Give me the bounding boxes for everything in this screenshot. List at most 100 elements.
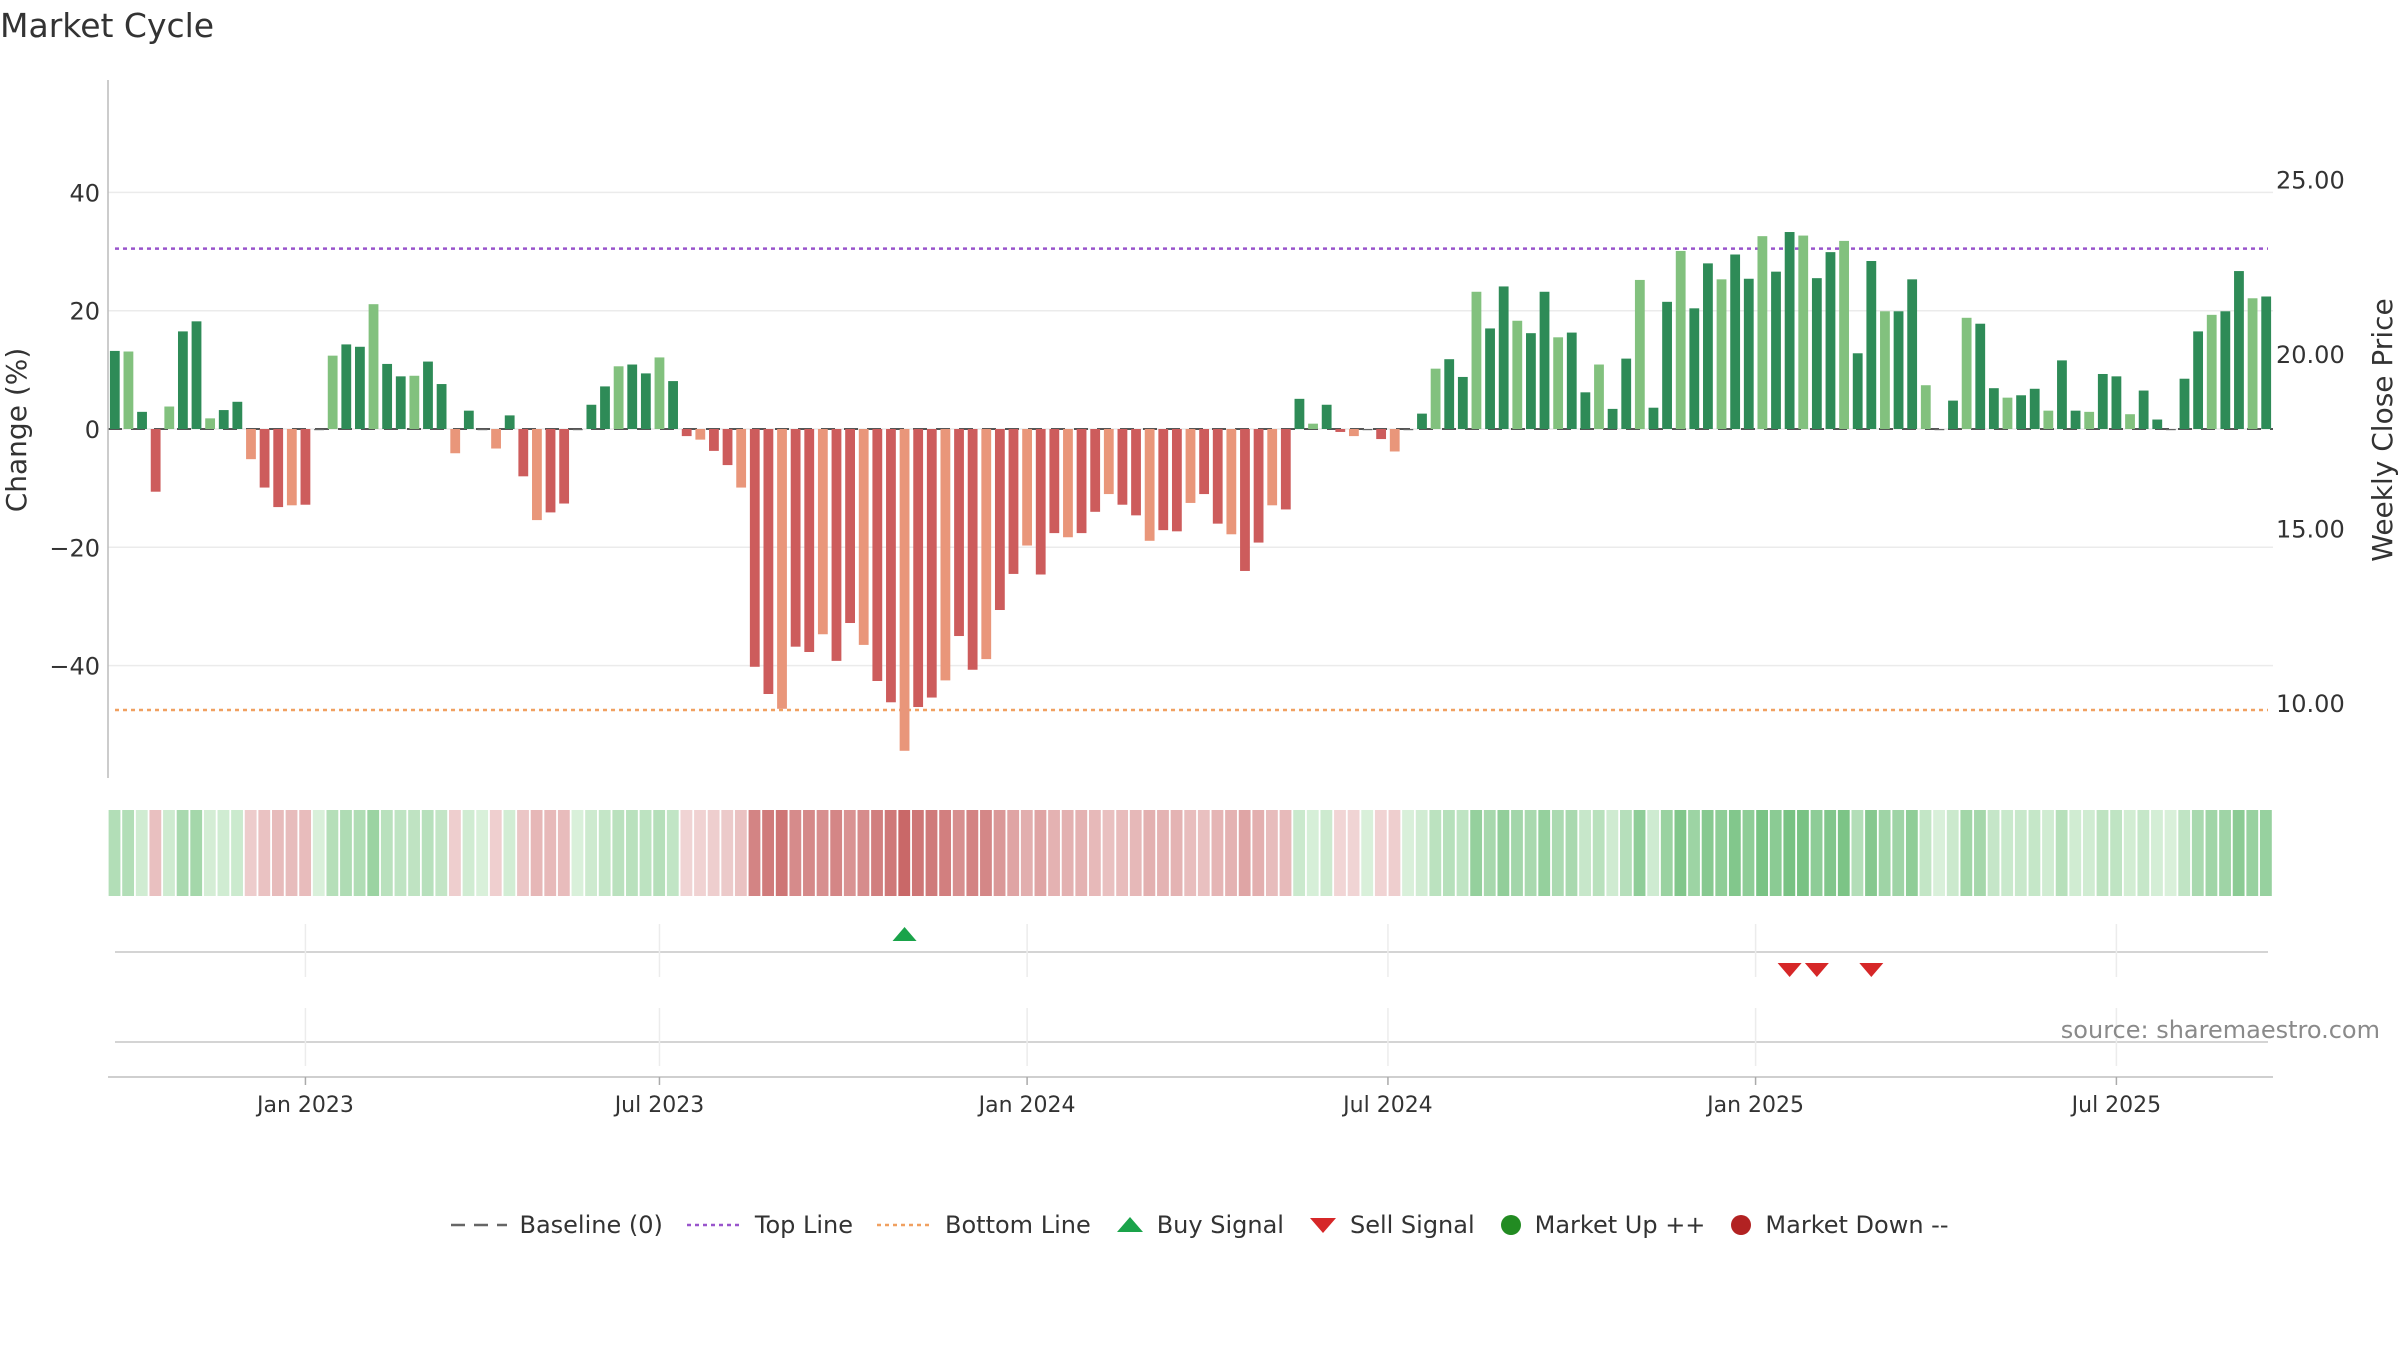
- change-bar: [2152, 419, 2163, 429]
- change-bar: [2165, 429, 2176, 431]
- change-bar: [586, 404, 597, 429]
- legend-label-bottom-line: Bottom Line: [945, 1211, 1091, 1239]
- change-bar: [1934, 429, 1945, 431]
- change-bar: [858, 429, 869, 645]
- change-bar: [1199, 429, 1210, 495]
- change-bar: [709, 429, 719, 451]
- heatmap-cell: [1633, 810, 1646, 896]
- heatmap-cell: [1688, 810, 1700, 896]
- change-bar: [177, 331, 188, 429]
- heatmap-cell: [2232, 810, 2245, 896]
- heatmap-cell: [639, 810, 652, 896]
- change-bar: [1485, 328, 1495, 429]
- change-bar: [845, 429, 855, 624]
- heatmap-cell: [408, 810, 420, 896]
- change-bar: [2179, 378, 2190, 429]
- change-bar: [640, 373, 651, 429]
- heatmap-cell: [2014, 810, 2027, 896]
- change-bar: [2057, 360, 2067, 429]
- heatmap-cell: [1184, 810, 1197, 896]
- legend-item-top-line: Top Line: [686, 1211, 853, 1239]
- market-up-dot-icon: [1500, 1215, 1521, 1235]
- heatmap-cell: [2164, 810, 2177, 896]
- change-bar: [2016, 395, 2026, 429]
- x-tick-label: Jul 2023: [613, 1093, 705, 1118]
- heatmap-cell: [149, 810, 162, 896]
- heatmap-cell: [1061, 810, 1074, 896]
- change-bar: [1798, 235, 1809, 429]
- change-bar: [1689, 308, 1700, 429]
- change-bar: [1457, 376, 1468, 429]
- change-bar: [2070, 410, 2081, 429]
- change-bar: [1308, 423, 1318, 429]
- heatmap-cell: [1742, 810, 1755, 896]
- heatmap-cell: [1157, 810, 1169, 896]
- heatmap-cell: [898, 810, 911, 896]
- buy-signal-marker: [892, 927, 917, 941]
- change-bar: [1580, 392, 1591, 429]
- change-bar: [491, 429, 501, 449]
- change-bar: [2247, 298, 2258, 429]
- heatmap-cell: [1361, 810, 1374, 896]
- change-bar: [1335, 429, 1346, 432]
- change-bar: [1648, 407, 1659, 429]
- change-bar: [2220, 311, 2231, 429]
- heatmap-cell: [299, 810, 312, 896]
- change-bar: [286, 429, 297, 506]
- heatmap-cell: [653, 810, 666, 896]
- change-bar: [695, 429, 706, 440]
- heatmap-cell: [1225, 810, 1237, 896]
- heatmap-cell: [1551, 810, 1564, 896]
- change-bar: [940, 429, 951, 681]
- change-bar: [1948, 400, 1958, 429]
- heatmap-cell: [680, 810, 693, 896]
- heatmap-cell: [1143, 810, 1156, 896]
- heatmap-cell: [2055, 810, 2068, 896]
- legend-label-market-up: Market Up ++: [1534, 1211, 1706, 1239]
- y2-tick-label: 10.00: [2276, 690, 2345, 718]
- change-bar: [2043, 410, 2054, 429]
- heatmap-cell: [1905, 810, 1918, 896]
- chart-title: Market Cycle: [0, 6, 215, 45]
- heatmap-cell: [925, 810, 938, 896]
- change-bar: [1063, 429, 1073, 538]
- heatmap-cell: [571, 810, 584, 896]
- heatmap-cell: [1483, 810, 1496, 896]
- heatmap-cell: [626, 810, 638, 896]
- change-bar: [994, 429, 1005, 611]
- market-down-dot-icon: [1731, 1215, 1752, 1235]
- heatmap-cell: [1429, 810, 1442, 896]
- heatmap-cell: [176, 810, 189, 896]
- change-bar: [1212, 429, 1223, 524]
- heatmap-cell: [1824, 810, 1837, 896]
- sell-signal-marker: [1804, 963, 1829, 977]
- heatmap-cell: [884, 810, 897, 896]
- heatmap-cell: [1756, 810, 1768, 896]
- heatmap-cell: [2110, 810, 2123, 896]
- heatmap-cell: [612, 810, 625, 896]
- heatmap-cell: [1579, 810, 1591, 896]
- change-bar: [886, 429, 896, 703]
- heatmap-cell: [1415, 810, 1428, 896]
- change-bar: [1716, 279, 1727, 429]
- change-bar: [1757, 236, 1768, 429]
- change-bar: [1226, 429, 1237, 535]
- heatmap-cell: [830, 810, 843, 896]
- legend-item-market-down: Market Down --: [1729, 1211, 1949, 1239]
- change-bar: [109, 350, 120, 429]
- change-bar: [1267, 429, 1278, 506]
- heatmap-cell: [285, 810, 298, 896]
- change-bar: [600, 386, 610, 429]
- change-bar: [137, 411, 147, 429]
- heatmap-cell: [1837, 810, 1850, 896]
- heatmap-cell: [203, 810, 216, 896]
- heatmap-cell: [530, 810, 543, 896]
- heatmap-cell: [517, 810, 529, 896]
- heatmap-cell: [1620, 810, 1632, 896]
- change-bar: [817, 429, 828, 635]
- heatmap-cell: [449, 810, 461, 896]
- heatmap-cell: [503, 810, 516, 896]
- change-bar: [205, 418, 216, 429]
- legend-label-market-down: Market Down --: [1765, 1211, 1949, 1239]
- change-bar: [341, 344, 352, 429]
